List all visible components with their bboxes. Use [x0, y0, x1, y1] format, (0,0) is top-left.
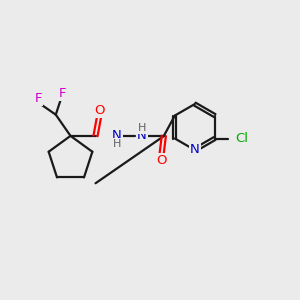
Text: O: O	[156, 154, 167, 167]
Text: Cl: Cl	[235, 132, 248, 145]
Text: N: N	[190, 143, 200, 157]
Text: N: N	[112, 129, 122, 142]
Text: N: N	[137, 129, 147, 142]
Text: F: F	[34, 92, 42, 105]
Text: H: H	[138, 123, 146, 133]
Text: F: F	[59, 87, 66, 100]
Text: H: H	[113, 139, 121, 149]
Text: O: O	[94, 104, 104, 117]
